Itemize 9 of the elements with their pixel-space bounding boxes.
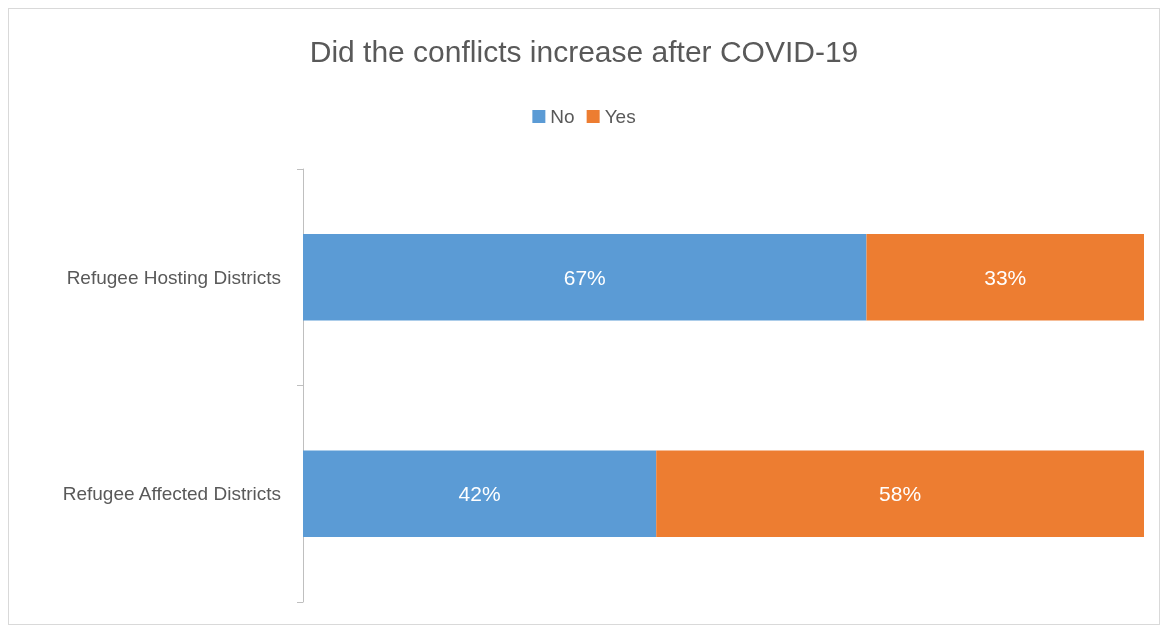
legend-label: No <box>550 106 575 127</box>
y-tick-label: Refugee Affected Districts <box>62 483 281 505</box>
data-label: 42% <box>458 482 501 506</box>
data-label: 67% <box>563 265 606 289</box>
data-label: 33% <box>984 265 1027 289</box>
legend-label: Yes <box>604 106 636 127</box>
data-label: 58% <box>879 482 922 506</box>
chart-title: Did the conflicts increase after COVID-19 <box>309 34 859 68</box>
y-tick-label: Refugee Hosting Districts <box>66 266 281 288</box>
